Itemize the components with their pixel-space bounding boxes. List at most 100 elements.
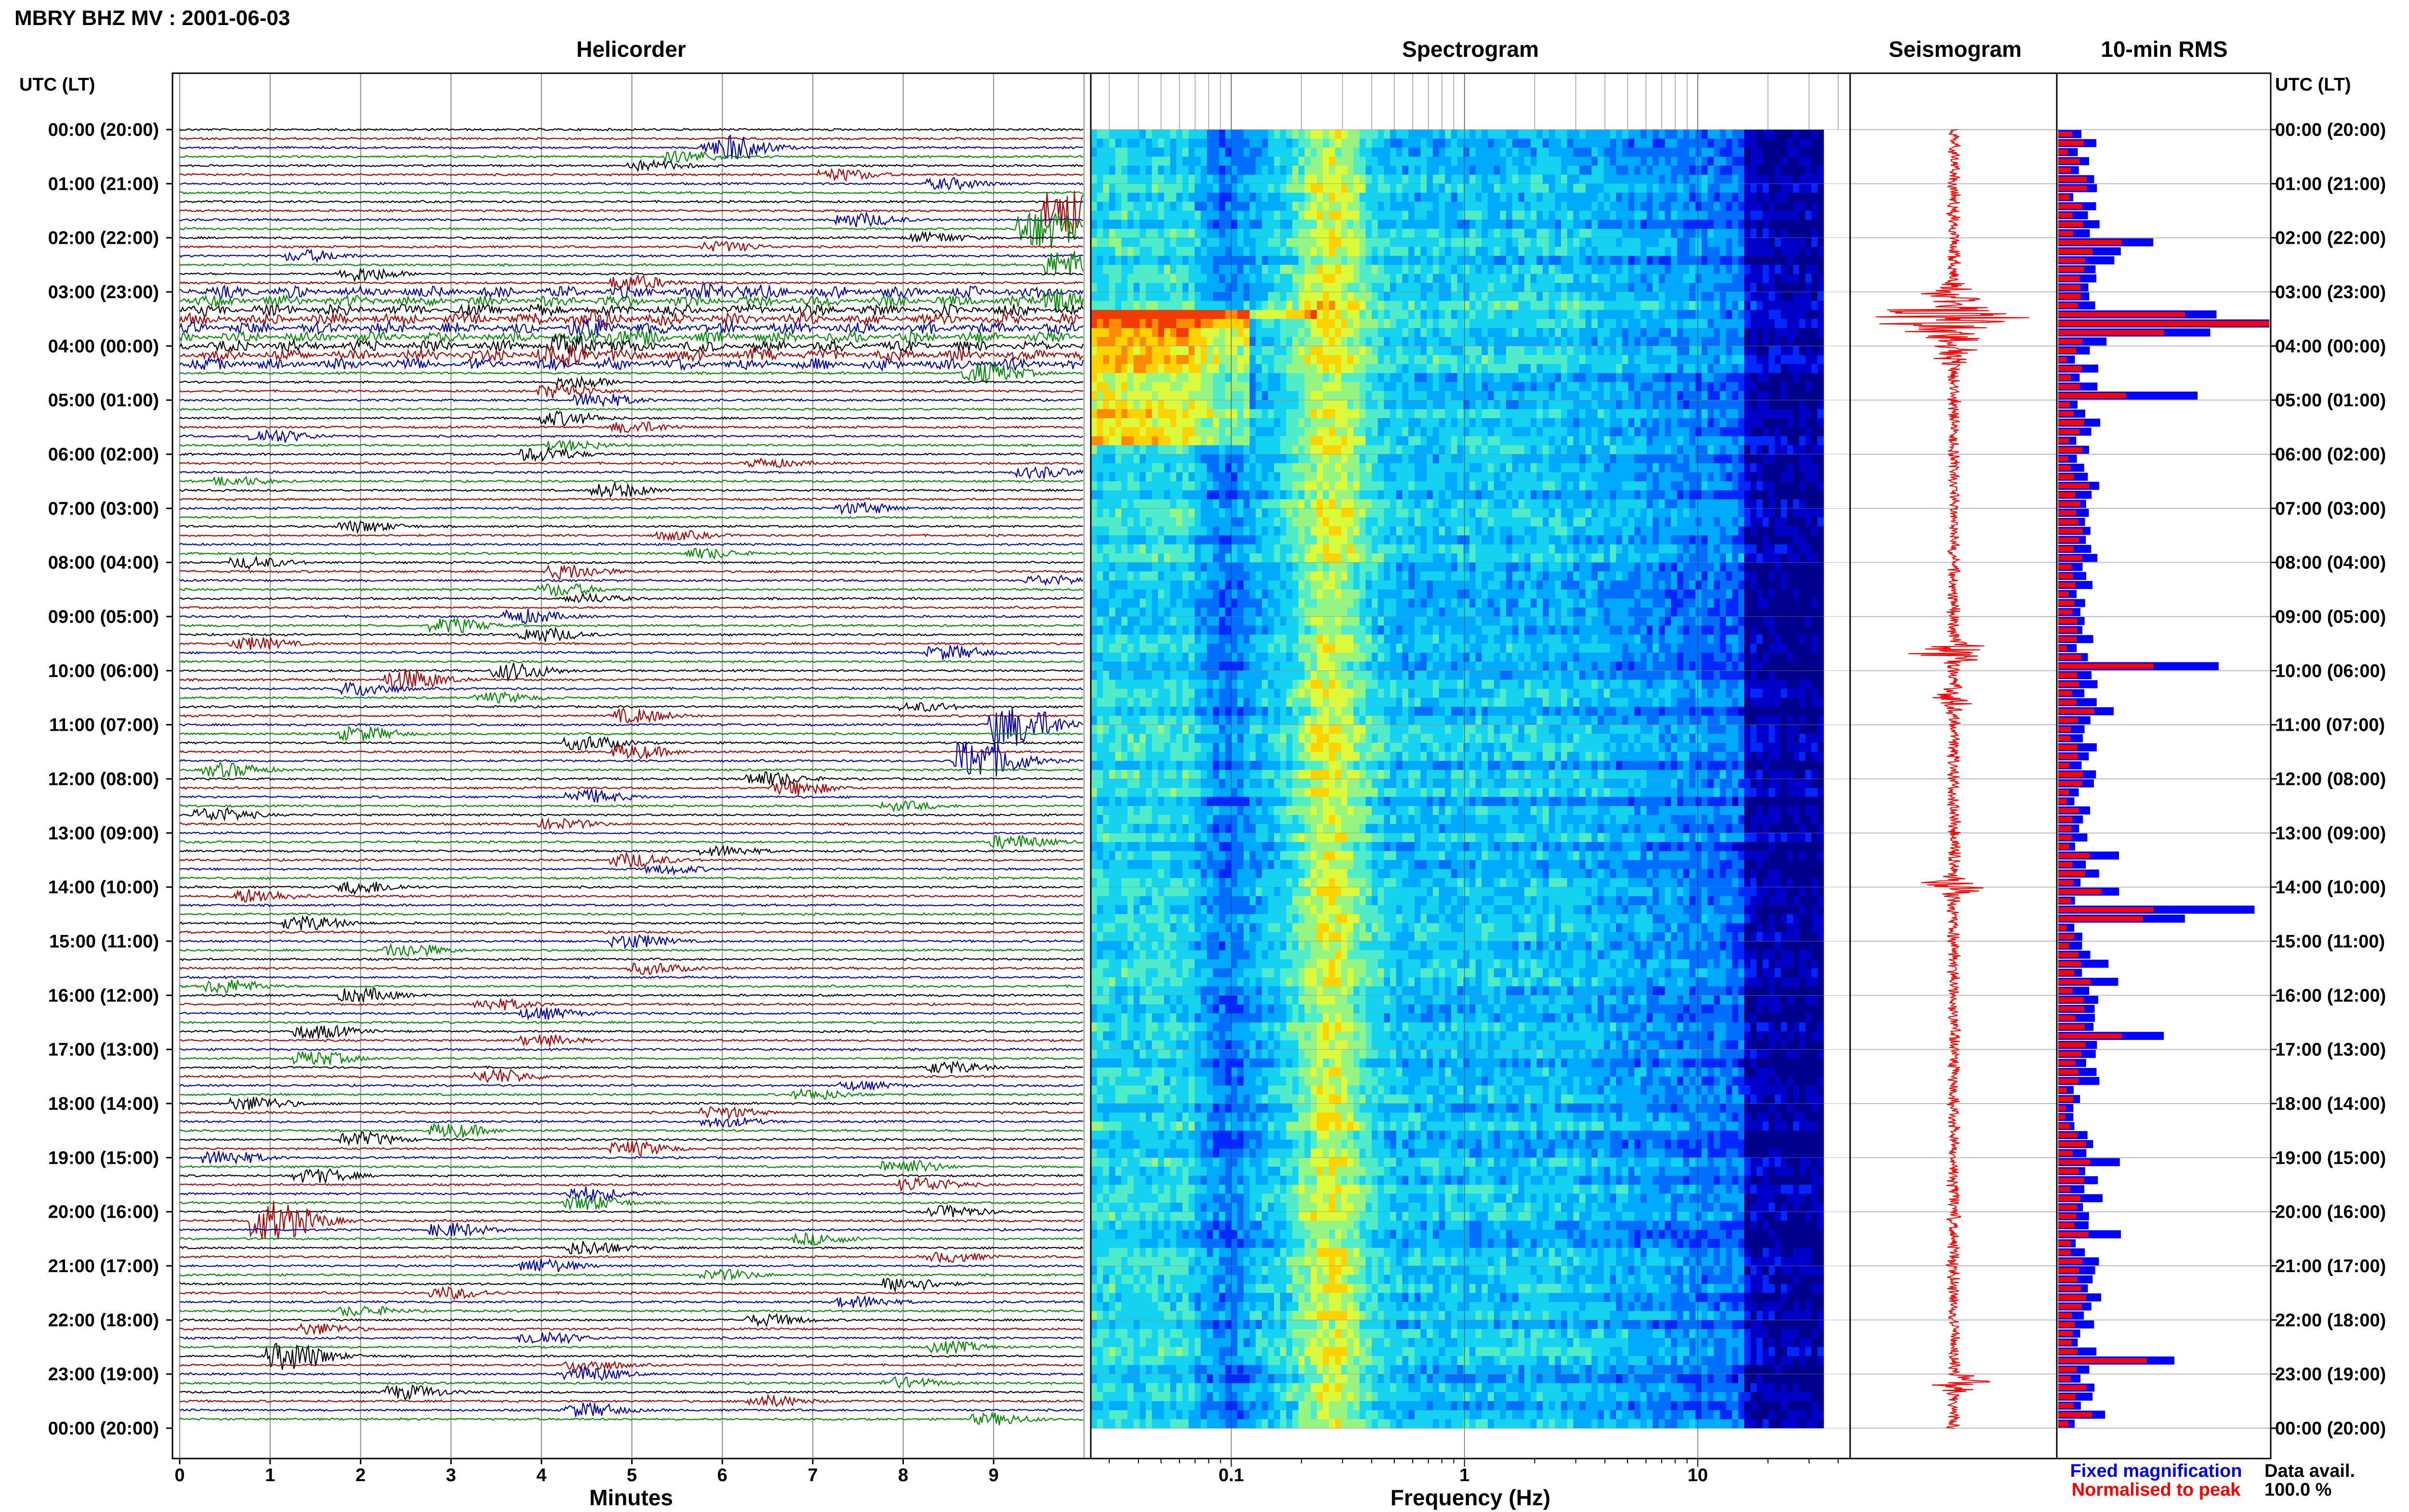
spectrogram-cell [1243,661,1250,671]
spectrogram-cell [1573,634,1580,644]
spectrogram-cell [1603,283,1610,292]
spectrogram-cell [1231,193,1238,202]
spectrogram-cell [1414,634,1433,644]
spectrogram-cell [1805,237,1812,247]
spectrogram-cell [1518,553,1525,563]
spectrogram-cell [1280,644,1287,653]
spectrogram-cell [1231,472,1238,482]
spectrogram-cell [1781,436,1787,446]
spectrogram-cell [1121,165,1128,175]
spectrogram-cell [1646,274,1653,283]
spectrogram-cell [1213,373,1226,382]
spectrogram-cell [1432,661,1452,671]
spectrogram-cell [1793,499,1800,509]
spectrogram-cell [1194,210,1201,220]
spectrogram-cell [1127,481,1140,491]
spectrogram-cell [1750,508,1757,518]
spectrogram-cell [1261,617,1274,626]
spectrogram-cell [1536,147,1549,157]
spectrogram-cell [1451,247,1470,256]
helicorder-trace-row [179,308,1084,328]
spectrogram-cell [1793,508,1824,518]
spectrogram-cell [1457,193,1476,202]
spectrogram-cell [1317,517,1324,527]
spectrogram-cell [1115,454,1122,464]
spectrogram-cell [1689,625,1702,635]
spectrogram-cell [1585,607,1598,617]
spectrogram-cell [1475,544,1507,554]
spectrogram-cell [1329,130,1336,139]
spectrogram-cell [1384,553,1403,563]
spectrogram-cell [1286,364,1317,374]
spectrogram-cell [1683,715,1690,725]
spectrogram-cell [1463,382,1476,392]
spectrogram-cell [1506,481,1543,491]
spectrogram-cell [1127,661,1146,671]
spectrogram-cell [1323,283,1342,292]
spectrogram-cell [1689,661,1696,671]
spectrogram-cell [1231,418,1238,428]
spectrogram-cell [1701,580,1708,590]
spectrogram-cell [1634,472,1647,482]
spectrogram-cell [1805,264,1818,275]
spectrogram-cell [1390,184,1397,193]
spectrogram-cell [1640,490,1647,500]
spectrogram-cell [1170,490,1183,500]
spectrogram-cell [1414,274,1421,283]
spectrogram-cell [1457,445,1464,455]
spectrogram-cell [1194,400,1207,409]
spectrogram-cell [1482,130,1488,139]
spectrogram-cell [1408,427,1415,437]
spectrogram-cell [1634,210,1647,220]
spectrogram-cell [1628,283,1635,292]
spectrogram-cell [1097,346,1122,355]
spectrogram-cell [1610,499,1616,509]
spectrogram-cell [1689,463,1721,473]
helicorder-trace-row [179,1159,1084,1172]
spectrogram-cell [1201,220,1207,229]
spectrogram-cell [1811,409,1818,419]
spectrogram-cell [1372,220,1378,229]
spectrogram-cell [1439,499,1452,509]
helicorder-trace-row [179,617,1084,633]
spectrogram-cell [1817,310,1824,319]
spectrogram-cell [1231,165,1238,175]
spectrogram-cell [1372,174,1378,184]
spectrogram-cell [1530,237,1537,247]
spectrogram-cell [1213,337,1226,346]
spectrogram-cell [1213,174,1219,184]
spectrogram-cell [1555,247,1568,256]
spectrogram-cell [1805,553,1818,563]
spectrogram-cell [1689,607,1696,617]
spectrogram-cell [1329,373,1336,382]
spectrogram-cell [1335,580,1342,590]
spectrogram-cell [1787,319,1800,329]
spectrogram-cell [1665,418,1671,428]
spectrogram-cell [1402,526,1415,536]
spectrogram-cell [1170,697,1177,707]
spectrogram-cell [1158,184,1183,193]
spectrogram-cell [1561,508,1574,518]
spectrogram-cell [1457,283,1464,292]
spectrogram-cell [1628,184,1635,193]
spectrogram-cell [1530,688,1537,698]
spectrogram-cell [1512,418,1531,428]
spectrogram-cell [1127,707,1134,716]
spectrogram-cell [1274,625,1299,635]
spectrogram-cell [1146,409,1152,419]
spectrogram-cell [1109,508,1116,518]
spectrogram-cell [1341,715,1354,725]
spectrogram-cell [1219,237,1238,247]
spectrogram-cell [1427,138,1433,148]
spectrogram-cell [1091,508,1098,518]
spectrogram-cell [1555,508,1562,518]
spectrogram-cell [1573,220,1586,229]
spectrogram-cell [1396,607,1427,617]
spectrogram-cell [1744,688,1751,698]
spectrogram-cell [1689,165,1696,175]
spectrogram-cell [1237,652,1244,662]
spectrogram-cell [1793,373,1800,382]
spectrogram-cell [1487,337,1495,346]
spectrogram-cell [1549,130,1555,139]
spectrogram-cell [1610,508,1616,518]
